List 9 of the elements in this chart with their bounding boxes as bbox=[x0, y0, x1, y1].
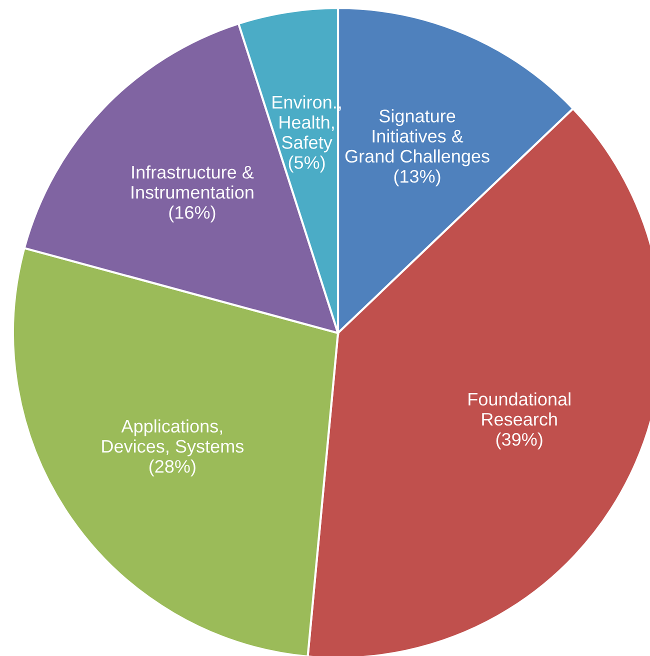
data-label: (16%) bbox=[169, 206, 216, 222]
data-label: (28%) bbox=[149, 460, 196, 476]
data-label: (13%) bbox=[394, 169, 440, 186]
slice-label: Applications, Devices, Systems bbox=[102, 419, 244, 456]
slice-label: Signature Initiatives & Grand Challenges bbox=[345, 109, 490, 166]
slice-label: Infrastructure & Instrumentation bbox=[132, 165, 254, 199]
data-label: (39%) bbox=[496, 432, 542, 450]
slice-label: Foundational Research bbox=[468, 392, 570, 426]
data-label: (5%) bbox=[288, 156, 325, 172]
